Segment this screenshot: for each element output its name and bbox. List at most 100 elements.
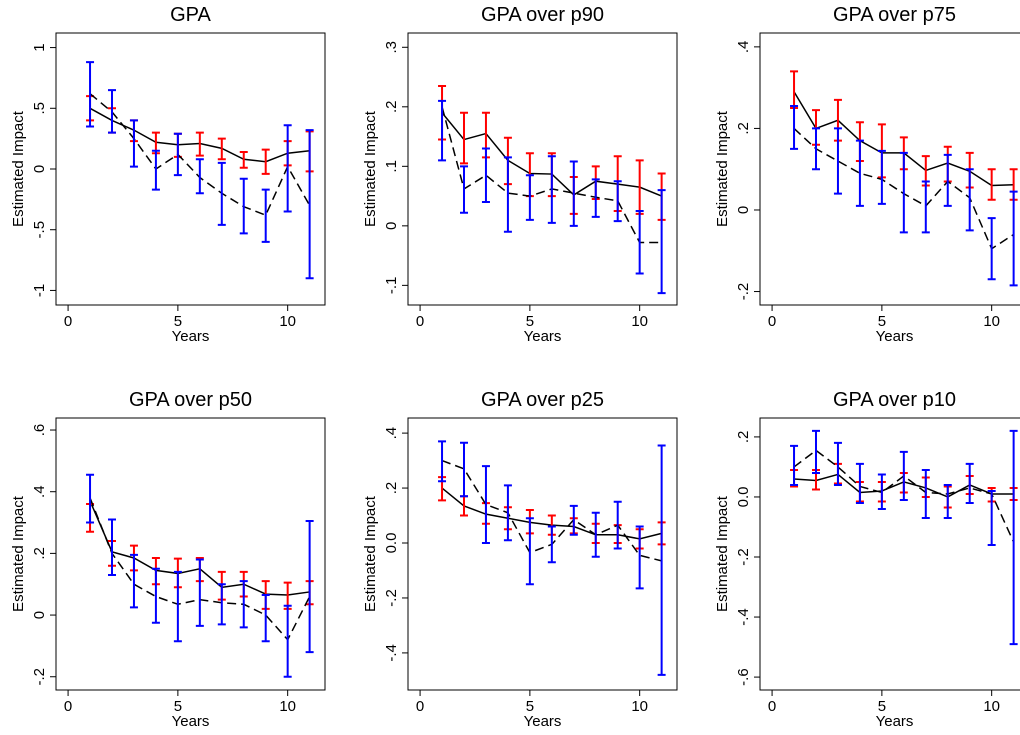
y-tick-label: 0 [31, 611, 48, 619]
error-bar [877, 473, 886, 510]
y-tick-label: -.2 [735, 548, 752, 566]
error-bar [261, 594, 270, 643]
y-tick-label: .2 [735, 431, 752, 444]
y-tick-label: .2 [735, 122, 752, 135]
x-tick-label: 0 [416, 698, 424, 715]
error-bar [261, 188, 270, 243]
error-bar [86, 61, 95, 128]
x-tick-label: 5 [174, 698, 182, 715]
error-bar [591, 178, 600, 218]
panel-title: GPA over p50 [129, 389, 252, 411]
x-axis-label: Years [524, 328, 562, 345]
y-tick-label: 0 [735, 206, 752, 214]
y-axis-label: Estimated Impact [362, 495, 379, 612]
error-bar [921, 468, 930, 519]
error-bar [195, 558, 204, 627]
x-tick-label: 5 [526, 698, 534, 715]
y-tick-label: -.2 [383, 589, 400, 607]
y-axis-label: Estimated Impact [10, 495, 27, 612]
y-tick-label: -1 [31, 284, 48, 297]
error-bar [613, 180, 622, 223]
error-bar [635, 525, 644, 590]
x-axis-label: Years [172, 328, 210, 345]
plot-frame [55, 417, 326, 691]
panel-title: GPA [170, 4, 211, 26]
error-bar [525, 517, 534, 586]
x-tick-label: 5 [878, 698, 886, 715]
error-bar [503, 484, 512, 542]
panel: GPA over p75 Years Estimated Impact 0 5 10 -.2… [714, 4, 1020, 345]
error-bar [833, 127, 842, 195]
error-bar [481, 147, 490, 204]
y-axis-label: Estimated Impact [10, 110, 27, 227]
error-bar [195, 131, 204, 157]
x-tick-label: 5 [174, 313, 182, 330]
error-bar [283, 604, 292, 678]
error-bar [613, 500, 622, 550]
panel-title: GPA over p10 [833, 389, 956, 411]
plot-area [790, 70, 1018, 287]
plot-area [86, 473, 314, 678]
error-bar [305, 129, 314, 280]
y-tick-label: -.6 [735, 668, 752, 686]
y-axis-label: Estimated Impact [714, 110, 731, 227]
error-bar [503, 156, 512, 233]
error-bar [173, 570, 182, 643]
error-bar [239, 580, 248, 629]
panel: GPA over p10 Years Estimated Impact 0 5 10 -.6… [714, 389, 1020, 730]
plot-frame [55, 32, 326, 306]
x-tick-label: 0 [416, 313, 424, 330]
y-axis-label: Estimated Impact [714, 495, 731, 612]
x-tick-label: 0 [768, 698, 776, 715]
y-tick-label: .4 [31, 485, 48, 498]
error-bar [129, 119, 138, 168]
y-tick-label: 0 [31, 165, 48, 173]
plot-area [438, 84, 666, 295]
y-tick-label: -.2 [735, 283, 752, 301]
y-tick-label: .3 [383, 41, 400, 54]
x-axis-label: Years [876, 713, 914, 730]
error-bar [943, 153, 952, 207]
error-bar [283, 124, 292, 213]
x-tick-label: 10 [983, 698, 1000, 715]
plot-frame [407, 32, 678, 306]
x-tick-label: 10 [631, 313, 648, 330]
error-bar [635, 209, 644, 275]
x-axis-label: Years [524, 713, 562, 730]
error-bar [899, 151, 908, 234]
error-bar [129, 553, 138, 609]
error-bar [305, 520, 314, 654]
x-tick-label: 10 [279, 698, 296, 715]
error-bar [1009, 429, 1018, 646]
error-bar [987, 489, 996, 546]
error-bar [790, 444, 799, 486]
error-bar [921, 180, 930, 234]
error-bar [987, 168, 996, 201]
error-bar [811, 127, 820, 171]
error-bar [811, 429, 820, 474]
error-bar [790, 70, 799, 110]
x-tick-label: 5 [526, 313, 534, 330]
error-bar [855, 462, 864, 504]
y-axis-label: Estimated Impact [362, 110, 379, 227]
plot-area [790, 429, 1018, 646]
y-tick-label: -.2 [31, 668, 48, 686]
error-bar [459, 165, 468, 214]
error-bar [899, 450, 908, 501]
y-tick-label: .6 [31, 424, 48, 437]
error-bar [459, 441, 468, 498]
y-tick-label: 1 [31, 43, 48, 51]
panel: GPA Years Estimated Impact 0 5 10 -1 -.5 0 .5 1 [10, 4, 326, 345]
x-tick-label: 0 [64, 313, 72, 330]
y-tick-label: .5 [31, 102, 48, 115]
error-bar [217, 137, 226, 161]
error-bar [261, 148, 270, 175]
y-tick-label: .2 [383, 482, 400, 495]
y-tick-label: -.1 [383, 277, 400, 295]
y-tick-label: .4 [383, 427, 400, 440]
error-bar [790, 104, 799, 150]
error-bar [107, 89, 116, 134]
plot-frame [407, 417, 678, 691]
y-tick-label: .4 [735, 41, 752, 54]
